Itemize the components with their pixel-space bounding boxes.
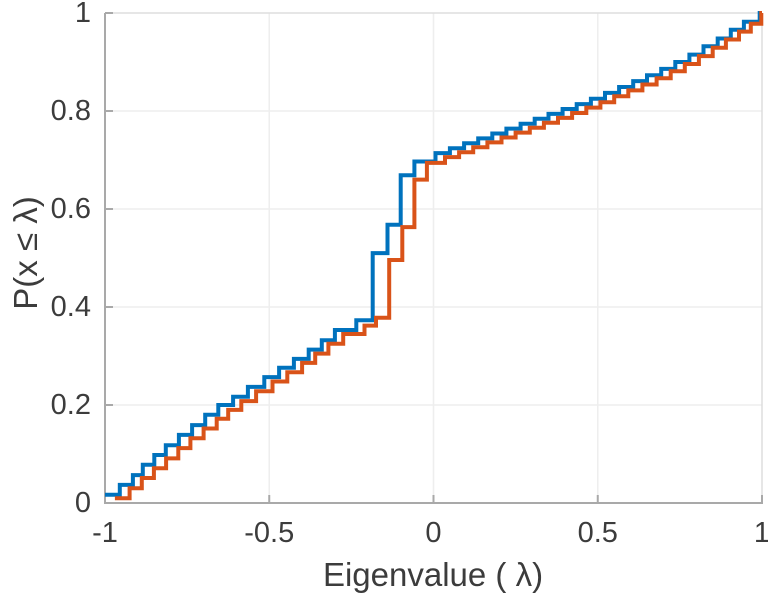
curve-ecdf-orange <box>114 11 764 501</box>
x-tick-label: 1 <box>753 517 768 549</box>
x-tick-label: -0.5 <box>244 517 295 549</box>
y-axis-label: P(x ≤ λ) <box>7 196 44 310</box>
y-tick-label: 0.6 <box>50 193 91 225</box>
y-tick-label: 0.2 <box>50 389 91 421</box>
x-axis-label: Eigenvalue ( λ) <box>322 556 544 593</box>
y-tick-label: 0.8 <box>50 95 91 127</box>
y-tick-label: 0.4 <box>50 291 91 323</box>
curve-ecdf-blue <box>105 11 762 497</box>
x-tick-label: 0.5 <box>577 517 618 549</box>
x-tick-label: 0 <box>425 517 442 549</box>
y-tick-label: 1 <box>74 0 91 29</box>
y-tick-label: 0 <box>74 487 91 519</box>
x-tick-label: -1 <box>92 517 118 549</box>
